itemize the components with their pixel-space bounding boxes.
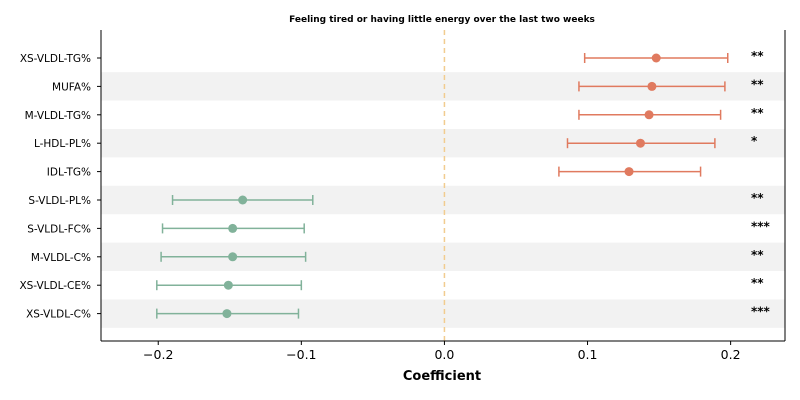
significance-label: *** [751,219,771,233]
x-tick-label: −0.2 [143,347,173,362]
point-estimate [647,81,657,91]
y-tick-label: M-VLDL-TG% [25,110,91,122]
point-estimate [624,167,634,177]
y-tick-label: IDL-TG% [47,167,91,179]
point-estimate [223,280,233,290]
point-estimate [228,252,238,262]
significance-label: ** [751,77,764,91]
axes: −0.2 −0.1 0.0 0.1 0.2 [100,30,786,362]
significance-label: ** [751,248,764,262]
significance-label: ** [751,106,764,120]
y-tick-label: XS-VLDL-C% [26,309,91,321]
point-estimate [238,195,248,205]
point-estimate [222,309,232,319]
point-estimate [644,110,654,120]
y-tick-label: L-HDL-PL% [34,138,91,150]
significance-label: * [751,134,758,148]
significance-label: *** [751,305,771,319]
x-tick-label: 0.0 [434,347,454,362]
y-tick-label: M-VLDL-C% [31,252,91,264]
x-tick-label: −0.1 [286,347,316,362]
significance-label: ** [751,49,764,63]
x-tick-label: 0.1 [578,347,598,362]
y-tick-label: XS-VLDL-CE% [19,280,91,292]
x-axis-label: Coefficient [403,369,481,384]
y-tick-label: S-VLDL-FC% [27,223,91,235]
significance-label: ** [751,276,764,290]
point-estimate [228,223,238,233]
point-estimate [635,138,645,148]
data-rows: XS-VLDL-TG% ** MUFA% ** M-VLDL-TG% ** L-HDL-PL… [19,49,770,321]
x-tick-label: 0.2 [721,347,741,362]
y-tick-label: S-VLDL-PL% [28,195,91,207]
significance-label: ** [751,191,764,205]
y-tick-label: MUFA% [52,81,91,93]
chart-title: Feeling tired or having little energy ov… [289,15,595,25]
y-tick-label: XS-VLDL-TG% [20,53,91,65]
point-estimate [651,53,661,63]
